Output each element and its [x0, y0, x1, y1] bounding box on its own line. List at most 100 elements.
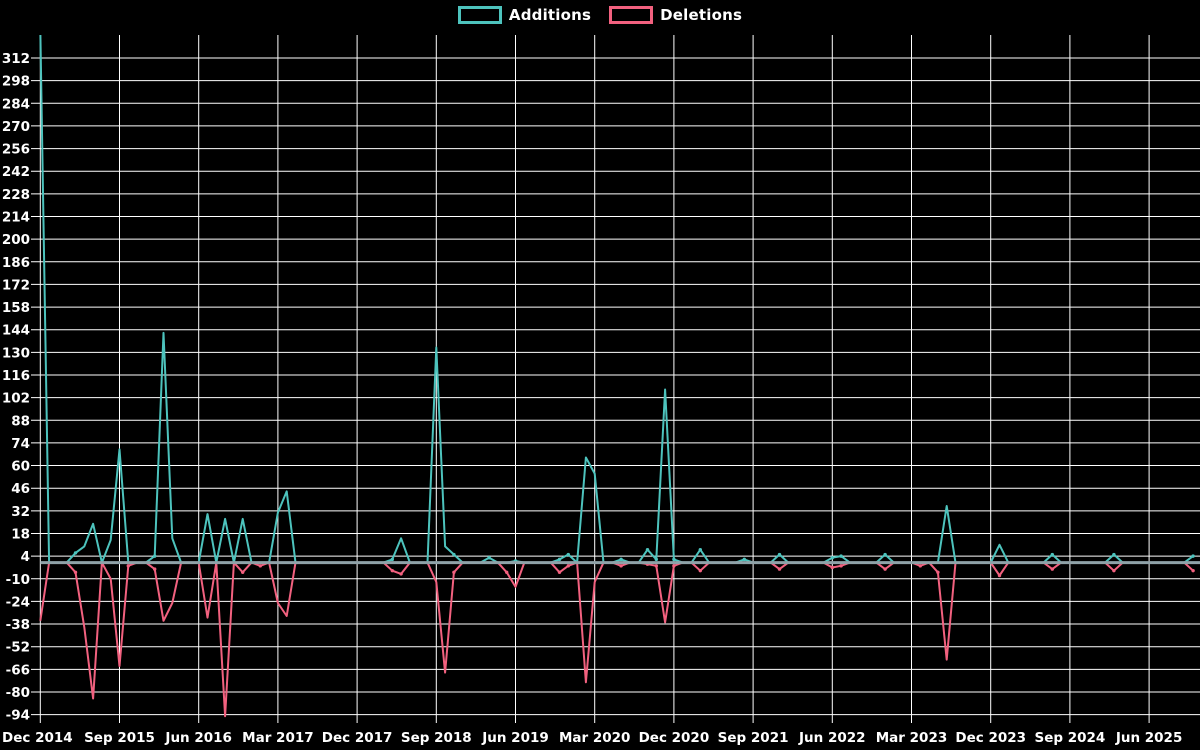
deletions-point	[241, 570, 245, 575]
deletions-point	[1050, 567, 1055, 571]
deletions-point	[883, 567, 887, 571]
additions-point	[557, 557, 562, 562]
x-tick-label: Sep 2024	[1034, 730, 1105, 746]
y-tick-label: 200	[2, 232, 30, 248]
x-tick-label: Dec 2023	[955, 730, 1026, 746]
y-tick-label: -94	[6, 708, 30, 724]
deletions-point	[1191, 568, 1195, 573]
y-tick-label: 256	[2, 142, 30, 158]
legend-item-deletions[interactable]: Deletions	[609, 6, 742, 24]
additions-point	[73, 551, 78, 555]
y-tick-label: 172	[2, 277, 30, 293]
additions-point	[742, 557, 746, 562]
additions-legend-label: Additions	[508, 6, 592, 24]
deletions-point	[918, 564, 922, 568]
deletions-point	[839, 564, 843, 568]
y-tick-label: -38	[6, 617, 30, 633]
y-tick-label: 186	[2, 255, 30, 271]
additions-point	[830, 556, 834, 560]
y-tick-label: 18	[11, 526, 30, 542]
y-tick-label: 312	[2, 51, 30, 67]
additions-point	[566, 552, 570, 557]
legend-item-additions[interactable]: Additions	[457, 6, 592, 24]
y-tick-label: 284	[2, 96, 30, 112]
deletions-point	[698, 568, 702, 573]
x-tick-label: Jun 2022	[798, 730, 866, 746]
x-tick-label: Jun 2016	[164, 730, 232, 746]
additions-point	[777, 552, 782, 557]
additions-point	[1112, 552, 1116, 557]
deletions-point	[777, 567, 782, 571]
x-tick-label: Dec 2017	[322, 730, 393, 746]
additions-point	[452, 552, 456, 557]
additions-point	[839, 554, 843, 558]
x-tick-label: Jun 2019	[481, 730, 549, 746]
x-tick-label: Dec 2020	[639, 730, 710, 746]
additions-point	[619, 557, 623, 562]
y-tick-label: 144	[2, 323, 30, 339]
y-tick-label: 228	[2, 187, 30, 203]
deletions-point	[654, 564, 658, 568]
y-tick-label: -52	[6, 640, 30, 656]
additions-point	[698, 547, 702, 552]
y-tick-label: -80	[6, 685, 30, 701]
y-tick-label: 158	[2, 300, 30, 316]
deletions-point	[557, 570, 562, 575]
y-tick-label: 116	[2, 368, 30, 384]
additions-line	[39, 35, 1194, 564]
deletions-point	[1112, 568, 1116, 573]
deletions-swatch-icon	[609, 6, 654, 24]
additions-point	[153, 554, 157, 558]
y-tick-label: 32	[11, 504, 30, 520]
y-tick-label: -10	[6, 572, 30, 588]
deletions-point	[73, 570, 78, 575]
additions-point	[1191, 554, 1195, 558]
additions-point	[1050, 552, 1055, 557]
additions-point	[390, 557, 394, 562]
deletions-point	[830, 565, 834, 570]
deletions-legend-label: Deletions	[660, 6, 743, 24]
y-tick-label: 4	[21, 549, 30, 565]
y-tick-label: 130	[2, 345, 30, 361]
y-tick-label: 74	[11, 436, 30, 452]
additions-point	[672, 557, 676, 562]
y-tick-label: -66	[6, 662, 30, 678]
additions-point	[487, 556, 491, 560]
x-tick-label: Dec 2014	[2, 730, 73, 746]
x-tick-label: Sep 2021	[718, 730, 789, 746]
y-tick-label: 60	[11, 459, 30, 475]
y-tick-label: 270	[2, 119, 30, 135]
chart-legend: Additions Deletions	[0, 6, 1200, 24]
x-tick-label: Mar 2023	[876, 730, 947, 746]
deletions-point	[672, 564, 676, 568]
deletions-point	[153, 567, 157, 571]
x-tick-label: Sep 2015	[84, 730, 155, 746]
additions-point	[645, 547, 650, 552]
y-tick-label: 214	[2, 209, 30, 225]
y-tick-label: 102	[2, 391, 30, 407]
deletions-point	[997, 573, 1002, 578]
deletions-point	[505, 570, 509, 575]
deletions-point	[452, 570, 456, 575]
x-tick-label: Mar 2017	[242, 730, 313, 746]
deletions-point	[619, 564, 623, 568]
y-tick-label: -24	[6, 594, 30, 610]
deletions-point	[399, 572, 403, 576]
deletions-point	[258, 564, 262, 568]
y-tick-label: 46	[11, 481, 30, 497]
deletions-line	[39, 561, 1194, 718]
y-tick-label: 298	[2, 74, 30, 90]
deletions-point	[936, 570, 940, 575]
x-tick-label: Sep 2018	[401, 730, 472, 746]
x-tick-label: Jun 2025	[1115, 730, 1183, 746]
deletions-point	[390, 568, 394, 573]
y-tick-label: 88	[11, 413, 30, 429]
additions-point	[883, 552, 887, 557]
additions-swatch-icon	[457, 6, 502, 24]
deletions-point	[566, 564, 570, 568]
deletions-point	[126, 564, 130, 568]
additions-point	[654, 557, 658, 562]
y-tick-label: 242	[2, 164, 30, 180]
